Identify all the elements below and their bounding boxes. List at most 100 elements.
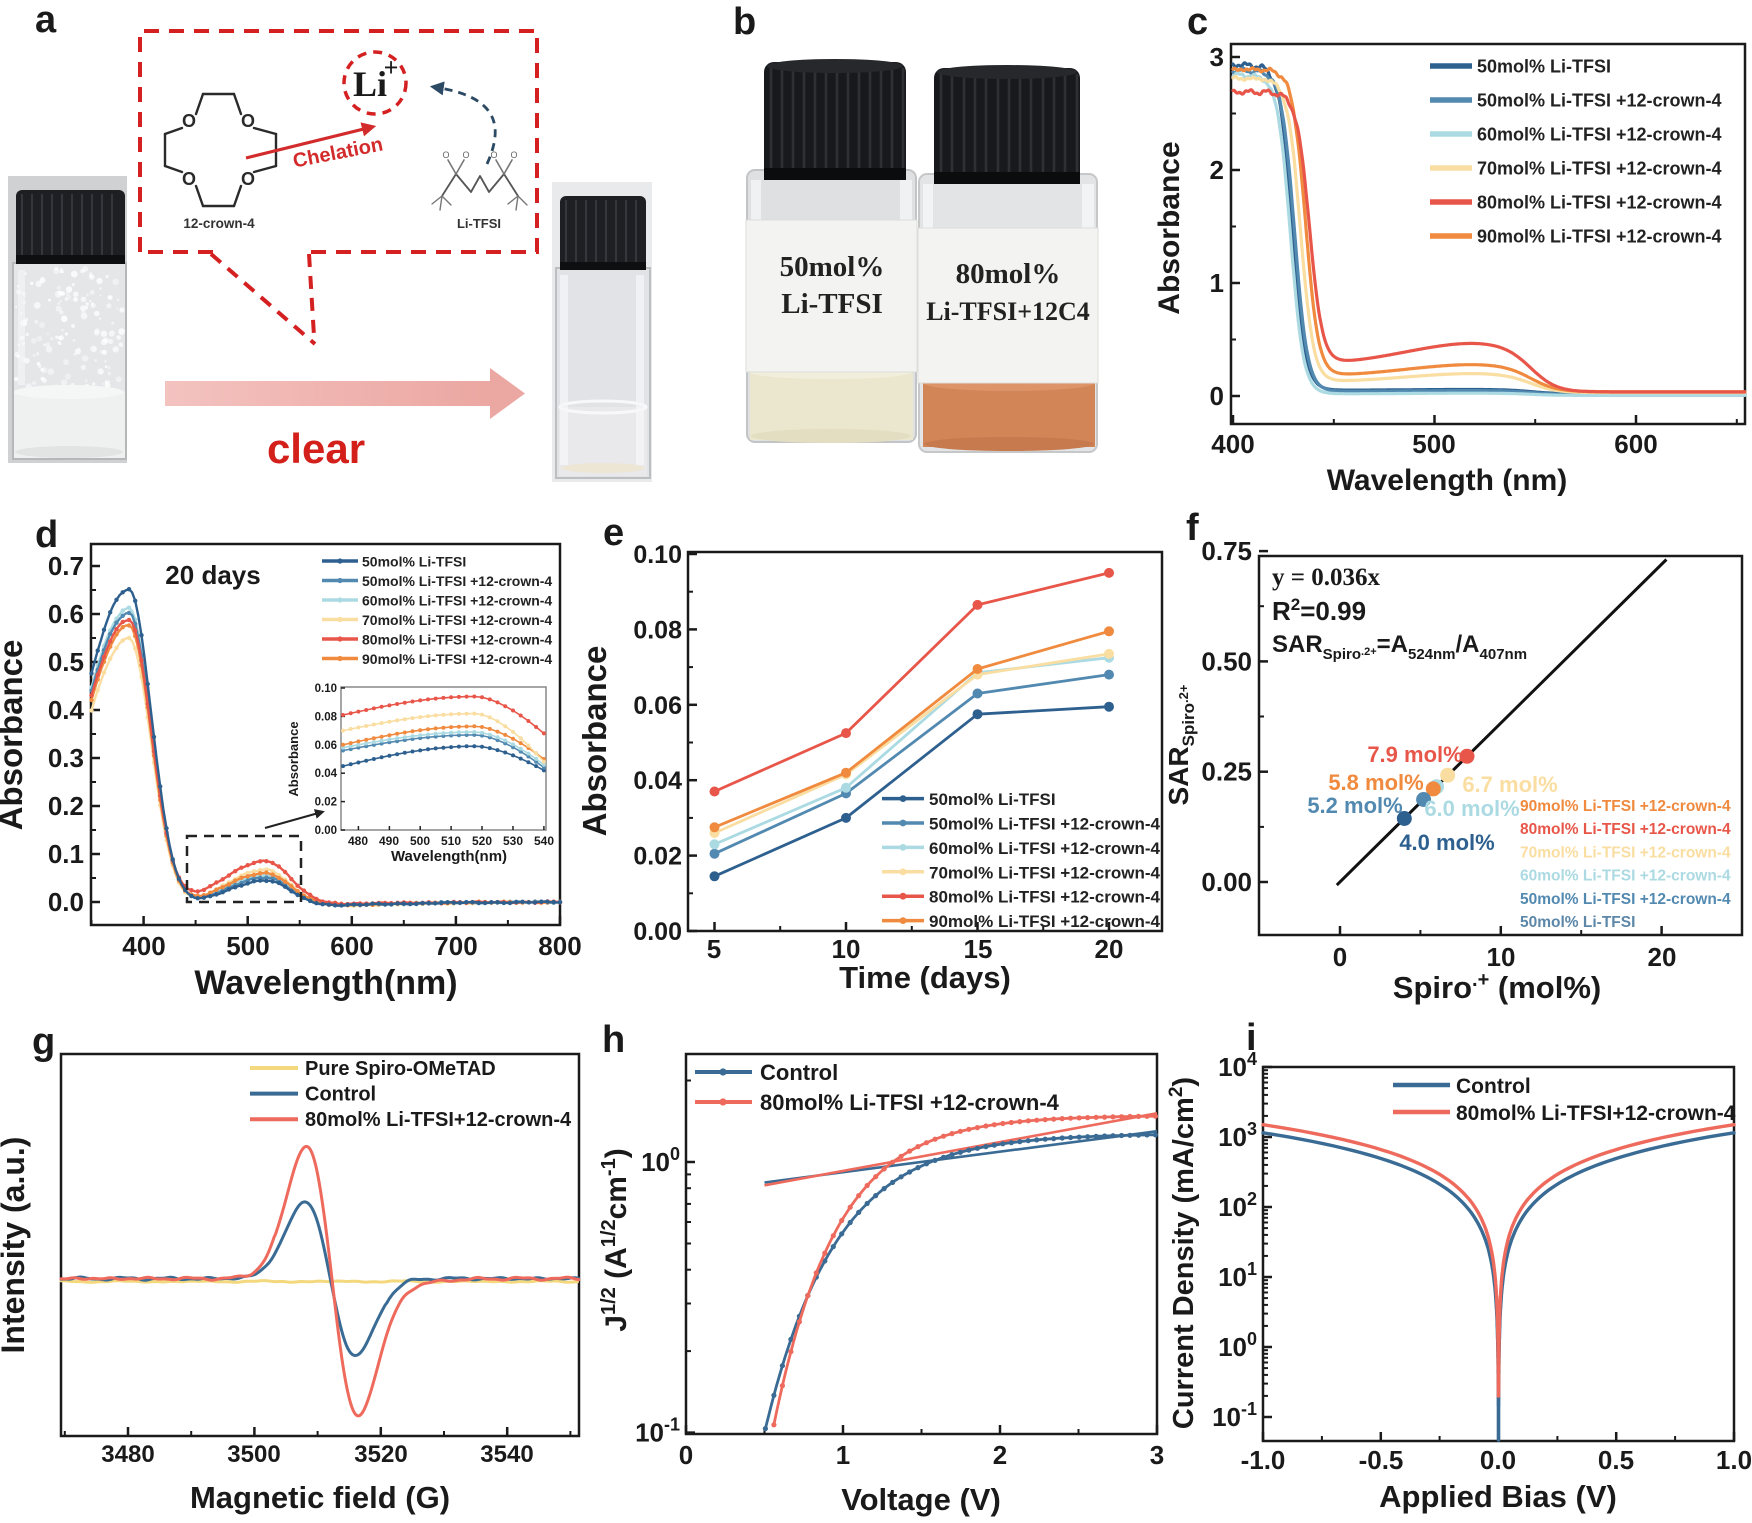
svg-text:0.02: 0.02 (315, 797, 337, 809)
svg-text:-1.0: -1.0 (1241, 1445, 1286, 1475)
svg-text:510: 510 (441, 834, 461, 848)
svg-text:400: 400 (122, 931, 165, 961)
svg-text:R2=0.99: R2=0.99 (1272, 595, 1366, 626)
svg-text:0.5: 0.5 (48, 647, 84, 677)
svg-text:Li: Li (353, 64, 387, 104)
svg-text:101: 101 (1218, 1259, 1257, 1292)
svg-text:0.00: 0.00 (633, 918, 682, 946)
svg-text:Pure Spiro-OMeTAD: Pure Spiro-OMeTAD (305, 1058, 496, 1080)
svg-text:50mol% Li-TFSI: 50mol% Li-TFSI (929, 790, 1056, 809)
svg-text:Applied Bias (V): Applied Bias (V) (1379, 1479, 1617, 1514)
svg-text:clear: clear (267, 425, 365, 472)
svg-text:4.0 mol%: 4.0 mol% (1399, 830, 1494, 855)
svg-text:0.0: 0.0 (1480, 1445, 1516, 1475)
svg-text:e: e (603, 512, 624, 554)
svg-text:0: 0 (1333, 942, 1347, 972)
svg-text:5.2 mol%: 5.2 mol% (1307, 793, 1402, 818)
svg-text:480: 480 (348, 834, 368, 848)
svg-text:h: h (602, 1019, 625, 1061)
svg-text:3: 3 (1150, 1440, 1164, 1470)
svg-text:0.6: 0.6 (48, 599, 84, 629)
svg-text:20 days: 20 days (165, 560, 260, 590)
svg-text:5.8 mol%: 5.8 mol% (1328, 770, 1423, 795)
svg-text:500: 500 (1412, 429, 1455, 459)
svg-text:0.4: 0.4 (48, 695, 85, 725)
svg-text:0.04: 0.04 (633, 767, 682, 795)
svg-text:0.00: 0.00 (1201, 867, 1252, 897)
svg-text:530: 530 (503, 834, 523, 848)
svg-text:3: 3 (1210, 42, 1224, 72)
svg-text:Absorbance: Absorbance (286, 721, 301, 796)
svg-text:80mol% Li-TFSI+12-crown-4: 80mol% Li-TFSI+12-crown-4 (305, 1109, 572, 1131)
svg-text:90mol% Li-TFSI +12-crown-4: 90mol% Li-TFSI +12-crown-4 (929, 912, 1161, 931)
svg-text:6.7 mol%: 6.7 mol% (1462, 772, 1557, 797)
svg-text:0.06: 0.06 (315, 740, 337, 752)
svg-text:0.0: 0.0 (48, 887, 84, 917)
svg-text:Li-TFSI+12C4: Li-TFSI+12C4 (926, 297, 1090, 326)
svg-text:104: 104 (1218, 1049, 1257, 1082)
svg-text:80mol% Li-TFSI +12-crown-4: 80mol% Li-TFSI +12-crown-4 (1520, 821, 1731, 838)
svg-text:70mol% Li-TFSI +12-crown-4: 70mol% Li-TFSI +12-crown-4 (362, 612, 552, 628)
svg-text:10: 10 (1487, 942, 1516, 972)
svg-text:15: 15 (964, 934, 993, 964)
svg-text:520: 520 (472, 834, 492, 848)
svg-text:5: 5 (707, 934, 721, 964)
svg-text:b: b (733, 1, 756, 43)
svg-text:80mol% Li-TFSI+12-crown-4: 80mol% Li-TFSI+12-crown-4 (1456, 1102, 1736, 1125)
svg-text:Intensity (a.u.): Intensity (a.u.) (0, 1137, 31, 1354)
svg-text:6.0 mol%: 6.0 mol% (1424, 796, 1519, 821)
svg-text:60mol% Li-TFSI +12-crown-4: 60mol% Li-TFSI +12-crown-4 (1520, 868, 1731, 885)
svg-text:80mol% Li-TFSI +12-crown-4: 80mol% Li-TFSI +12-crown-4 (929, 888, 1161, 907)
svg-text:400: 400 (1211, 429, 1254, 459)
svg-text:80mol%: 80mol% (956, 258, 1061, 290)
svg-text:700: 700 (434, 931, 477, 961)
svg-text:O: O (442, 150, 449, 160)
svg-text:0.5: 0.5 (1598, 1445, 1634, 1475)
svg-text:0.02: 0.02 (633, 843, 682, 871)
svg-text:Absorbance: Absorbance (576, 646, 613, 837)
svg-text:c: c (1187, 1, 1208, 43)
svg-text:Time (days): Time (days) (839, 960, 1011, 995)
svg-text:70mol% Li-TFSI +12-crown-4: 70mol% Li-TFSI +12-crown-4 (1477, 159, 1722, 179)
svg-text:O: O (510, 150, 517, 160)
svg-text:500: 500 (410, 834, 430, 848)
svg-text:1: 1 (1210, 268, 1224, 298)
svg-text:12-crown-4: 12-crown-4 (183, 216, 255, 231)
svg-text:0.75: 0.75 (1201, 536, 1252, 566)
svg-text:Absorbance: Absorbance (1153, 141, 1186, 314)
svg-text:Control: Control (760, 1060, 838, 1085)
svg-text:1: 1 (836, 1440, 850, 1470)
svg-text:f: f (1186, 507, 1199, 549)
svg-text:0.25: 0.25 (1201, 757, 1252, 787)
svg-text:O: O (182, 111, 196, 131)
svg-text:500: 500 (226, 931, 269, 961)
svg-text:7.9 mol%: 7.9 mol% (1367, 742, 1462, 767)
svg-text:60mol% Li-TFSI +12-crown-4: 60mol% Li-TFSI +12-crown-4 (362, 593, 552, 609)
svg-text:490: 490 (379, 834, 399, 848)
svg-text:0: 0 (1210, 381, 1224, 411)
svg-text:50mol% Li-TFSI: 50mol% Li-TFSI (1477, 57, 1611, 77)
svg-text:Absorbance: Absorbance (0, 640, 29, 831)
svg-text:Current Density (mA/cm2): Current Density (mA/cm2) (1166, 1077, 1200, 1429)
svg-text:Spiro.+ (mol%): Spiro.+ (mol%) (1393, 969, 1601, 1005)
svg-text:0.08: 0.08 (633, 616, 682, 644)
svg-text:50mol% Li-TFSI: 50mol% Li-TFSI (1520, 914, 1635, 931)
svg-text:3520: 3520 (354, 1441, 407, 1468)
svg-text:0.06: 0.06 (633, 692, 682, 720)
svg-text:Wavelength(nm): Wavelength(nm) (194, 964, 457, 1002)
svg-text:90mol% Li-TFSI +12-crown-4: 90mol% Li-TFSI +12-crown-4 (1477, 227, 1722, 247)
svg-text:3500: 3500 (227, 1441, 280, 1468)
svg-text:i: i (1246, 1017, 1257, 1059)
svg-text:60mol% Li-TFSI +12-crown-4: 60mol% Li-TFSI +12-crown-4 (1477, 125, 1722, 145)
svg-text:90mol% Li-TFSI +12-crown-4: 90mol% Li-TFSI +12-crown-4 (1520, 798, 1731, 815)
svg-text:540: 540 (534, 834, 554, 848)
svg-text:80mol% Li-TFSI +12-crown-4: 80mol% Li-TFSI +12-crown-4 (760, 1090, 1060, 1115)
svg-text:50mol% Li-TFSI +12-crown-4: 50mol% Li-TFSI +12-crown-4 (1477, 91, 1722, 111)
svg-text:a: a (35, 0, 57, 41)
svg-text:Voltage (V): Voltage (V) (841, 1482, 1001, 1517)
svg-text:2: 2 (1210, 155, 1224, 185)
svg-text:600: 600 (1614, 429, 1657, 459)
svg-text:10-1: 10-1 (635, 1415, 680, 1448)
svg-text:-0.5: -0.5 (1359, 1445, 1404, 1475)
svg-text:50mol% Li-TFSI +12-crown-4: 50mol% Li-TFSI +12-crown-4 (1520, 891, 1731, 908)
